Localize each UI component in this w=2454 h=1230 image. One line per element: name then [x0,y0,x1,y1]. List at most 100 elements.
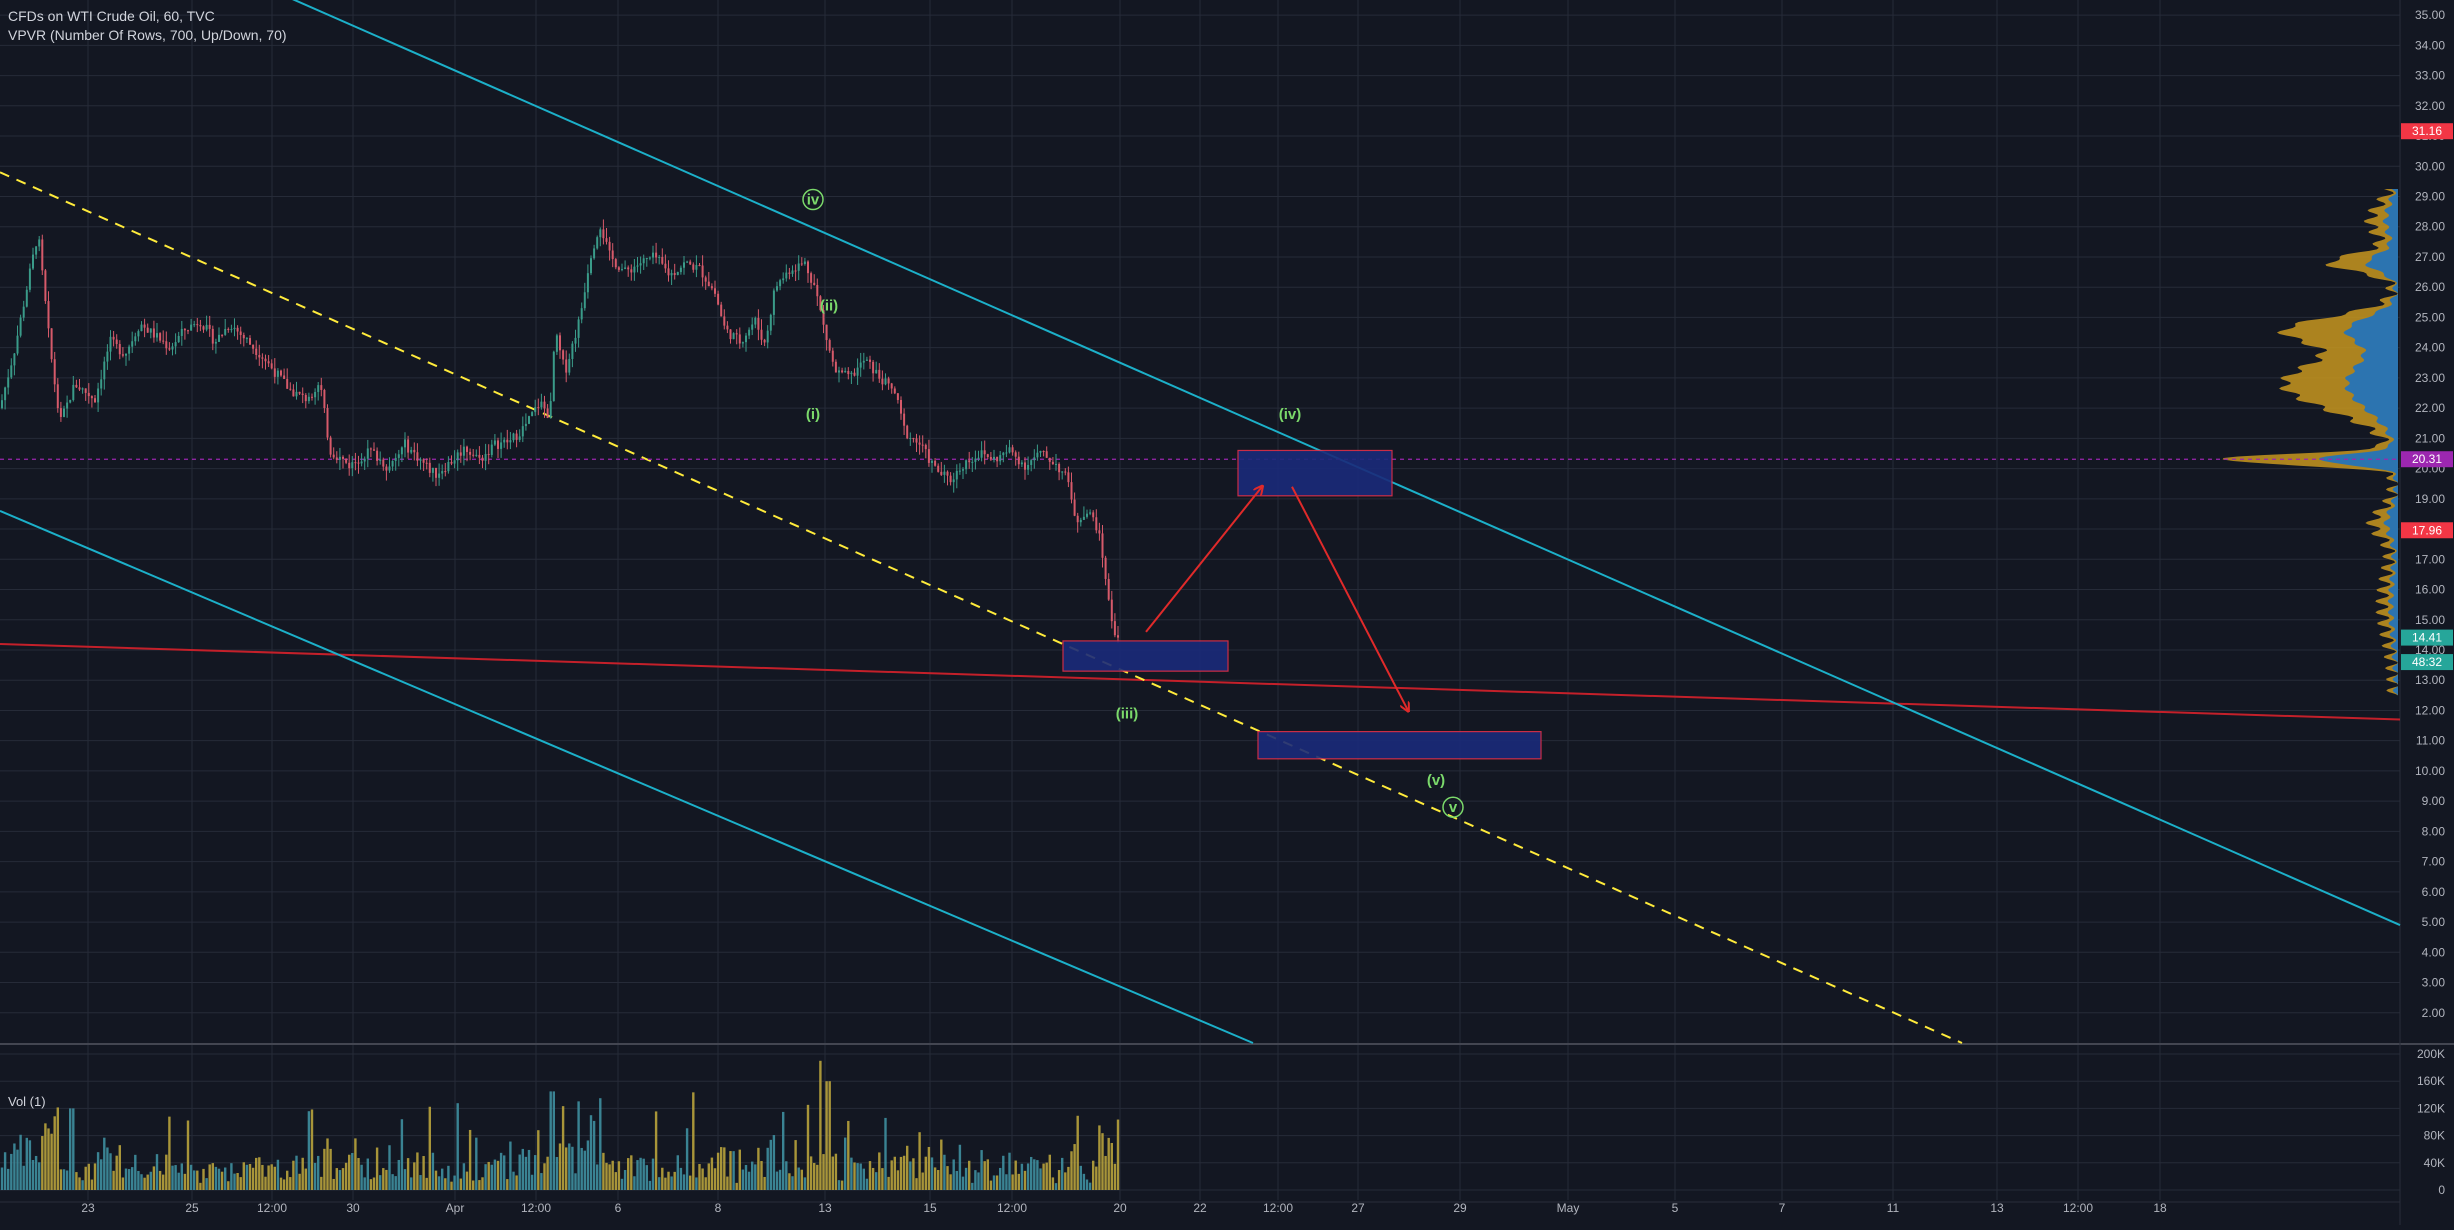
candle-body [679,267,682,273]
candle-body [515,433,518,440]
candle-body [208,324,211,329]
candle-body [748,329,751,336]
volume-bar [236,1173,239,1190]
time-axis[interactable]: 23 25 12:00 30 Apr 12:00 6 8 13 15 12:00 20 22 12:00 2… [81,1201,2167,1215]
price-label-bg [2401,451,2453,468]
candle-body [816,284,819,297]
candle-body [692,264,695,270]
volume-bar [208,1164,211,1190]
volume-bar [837,1180,841,1190]
candle-body [639,263,642,266]
volume-bar [809,1156,813,1190]
candle-body [596,237,599,249]
candle-body [69,400,72,403]
candle-body [968,460,971,463]
candle-body [416,452,419,461]
candle-body [134,336,137,342]
volume-bar [999,1167,1002,1190]
candle-body [233,327,236,330]
wave-labels: iv (ii) (i) (iv) (iii) (v)v [802,188,1464,818]
candle-body [478,454,481,458]
volume-bar [964,1167,968,1190]
price-tick-label: 17.00 [2415,552,2445,566]
volume-bar [527,1149,531,1190]
candle-body [1,400,3,409]
candle-body [400,447,403,455]
time-tick-label: 29 [1453,1201,1467,1215]
time-tick-label: 5 [1672,1201,1679,1215]
volume-bar [558,1143,562,1190]
volume-bar [239,1177,242,1190]
candle-body [171,346,174,350]
volume-bar [778,1169,782,1190]
volume-bar [909,1161,912,1190]
candle-body [121,354,124,356]
volume-bar [320,1176,323,1190]
volume-bar [199,1182,202,1190]
volume-bar [323,1148,326,1190]
volume-bar [651,1158,655,1190]
candle-body [270,363,273,369]
candle-body [357,462,360,464]
volume-bar [465,1171,469,1190]
volume-bar [403,1169,407,1190]
price-tick-label: 15.00 [2415,613,2445,627]
candle-body [1055,463,1057,465]
volume-bar [940,1139,943,1190]
candle-body [497,440,499,449]
support-line[interactable] [0,642,2401,721]
volume-axis: 200K 160K 120K 80K 40K 0 [2417,1047,2445,1197]
candle-body [187,330,189,332]
time-tick-label: 12:00 [521,1201,551,1215]
candle-body [466,446,468,452]
volume-bar [152,1166,156,1190]
volume-bar [369,1179,373,1190]
volume-bar [1057,1170,1061,1190]
volume-bar [248,1163,252,1190]
candle-body [1067,472,1070,483]
candle-body [149,328,152,333]
volume-bar [887,1176,890,1190]
volume-bar [729,1151,732,1190]
volume-label: Vol (1) [8,1094,46,1109]
volume-bar [800,1169,803,1190]
volume-bar [217,1168,221,1190]
candle-body [652,252,654,258]
volume-bar [447,1165,450,1190]
volume-bar [431,1152,435,1190]
dashed-trendline[interactable] [0,171,1963,1044]
candle-body [617,267,620,270]
candle-body [348,462,351,469]
candle-body [590,258,592,274]
volume-bar [75,1172,78,1190]
volume-bar [1023,1170,1027,1190]
candle-body [769,314,772,331]
candle-body [918,442,921,445]
wave-circle [802,188,824,211]
candle-body [602,229,605,239]
volume-bar [255,1157,258,1190]
candle-body [726,325,729,330]
candle-body [791,270,794,274]
volume-bar [791,1176,794,1190]
volume-bar [118,1145,121,1190]
candle-body [214,341,217,344]
candle-body [648,257,651,259]
volume-bar [1067,1166,1070,1190]
price-axis[interactable]: 35.0034.0033.0032.0031.0030.0029.0028.00… [2415,8,2445,1020]
candle-body [94,398,96,403]
candle-body [1048,457,1051,462]
projection-arrows[interactable] [1145,487,1408,711]
volume-bar [410,1177,413,1190]
volume-bar [127,1169,131,1190]
volume-bar [744,1164,748,1190]
candle-body [385,466,388,471]
volume-bar [921,1172,924,1190]
target-boxes[interactable] [1062,449,1542,760]
volume-bar [28,1140,32,1190]
volume-bar [896,1170,900,1190]
candle-body [738,334,741,344]
candle-body [834,361,837,373]
